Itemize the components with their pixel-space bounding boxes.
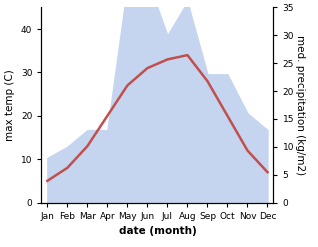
X-axis label: date (month): date (month) [119,226,196,236]
Y-axis label: med. precipitation (kg/m2): med. precipitation (kg/m2) [295,35,305,175]
Y-axis label: max temp (C): max temp (C) [5,69,15,141]
